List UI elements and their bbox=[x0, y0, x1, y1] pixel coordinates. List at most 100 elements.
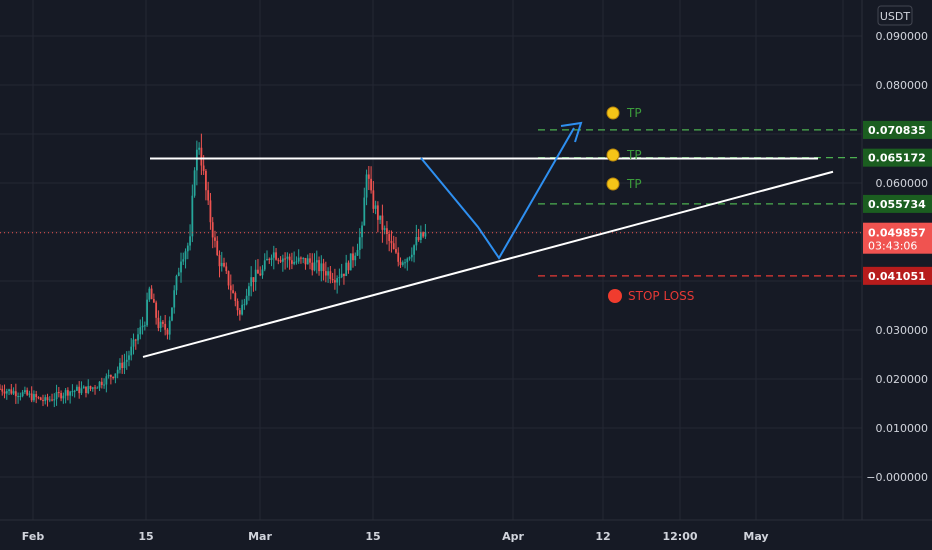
candle-body bbox=[87, 386, 90, 394]
candle-body bbox=[356, 249, 359, 256]
currency-label: USDT bbox=[880, 10, 911, 23]
candle-body bbox=[57, 392, 60, 394]
x-tick-label: May bbox=[743, 530, 768, 543]
money-bag-icon bbox=[606, 148, 620, 162]
candle-body bbox=[128, 355, 130, 360]
candle-body bbox=[171, 307, 173, 321]
candle-body bbox=[98, 381, 101, 388]
candle-body bbox=[168, 320, 171, 335]
candle-body bbox=[46, 397, 49, 401]
candle-body bbox=[69, 391, 72, 396]
candle-body bbox=[100, 381, 103, 386]
candle-body bbox=[406, 258, 409, 263]
candle-body bbox=[252, 277, 255, 283]
candle-body bbox=[349, 253, 352, 271]
candle-body bbox=[60, 393, 62, 399]
tp-label-1: TP bbox=[606, 106, 642, 120]
candle-body bbox=[270, 257, 273, 260]
candle-body bbox=[214, 237, 216, 241]
candle-body bbox=[347, 262, 350, 271]
stop-loss-label: STOP LOSS bbox=[608, 289, 694, 303]
candle-body bbox=[223, 262, 225, 267]
candle-body bbox=[232, 290, 234, 294]
candle-body bbox=[395, 249, 397, 253]
candle-body bbox=[345, 262, 348, 276]
candle-body bbox=[410, 254, 413, 258]
candles bbox=[0, 133, 427, 408]
candle-body bbox=[3, 391, 6, 394]
candle-body bbox=[200, 147, 203, 166]
candle-body bbox=[134, 339, 137, 341]
support-trendline[interactable] bbox=[142, 170, 834, 358]
projection-path[interactable] bbox=[420, 127, 575, 260]
candle-body bbox=[109, 375, 112, 377]
candle-body bbox=[5, 391, 8, 394]
x-tick-label: 12 bbox=[595, 530, 610, 543]
candle-body bbox=[343, 273, 345, 276]
candle-body bbox=[209, 200, 212, 223]
candle-body bbox=[141, 325, 144, 328]
candle-body bbox=[186, 245, 189, 252]
candle-body bbox=[173, 290, 176, 308]
money-bag-icon bbox=[606, 106, 620, 120]
candle-body bbox=[397, 252, 400, 262]
candle-body bbox=[48, 399, 51, 401]
candle-body bbox=[243, 304, 246, 306]
candle-body bbox=[315, 260, 318, 263]
candle-body bbox=[399, 261, 402, 265]
candle-body bbox=[175, 275, 178, 291]
candle-body bbox=[313, 262, 316, 271]
candle-body bbox=[35, 394, 38, 398]
candle-body bbox=[14, 391, 17, 397]
candle-body bbox=[17, 396, 20, 398]
candle-body bbox=[327, 271, 329, 276]
candle-body bbox=[413, 245, 415, 255]
candle-body bbox=[338, 277, 341, 279]
money-bag-icon bbox=[606, 177, 620, 191]
price-axis[interactable] bbox=[862, 0, 932, 520]
candle-body bbox=[103, 384, 105, 386]
candle-body bbox=[55, 392, 58, 400]
candle-body bbox=[404, 262, 406, 264]
candle-body bbox=[250, 277, 253, 287]
countdown-text: 03:43:06 bbox=[868, 240, 917, 253]
time-axis[interactable] bbox=[0, 520, 932, 550]
candle-body bbox=[198, 147, 201, 150]
candle-body bbox=[268, 258, 271, 260]
candle-body bbox=[150, 288, 153, 300]
candle-body bbox=[225, 266, 228, 272]
candle-body bbox=[80, 388, 83, 394]
currency-badge[interactable]: USDT bbox=[877, 5, 913, 26]
candle-body bbox=[42, 400, 44, 402]
tp-label-text: TP bbox=[626, 106, 642, 120]
candle-body bbox=[21, 392, 24, 396]
candle-body bbox=[53, 399, 56, 401]
candle-body bbox=[254, 269, 257, 283]
candle-body bbox=[358, 237, 361, 250]
candle-body bbox=[205, 170, 207, 191]
candle-body bbox=[370, 178, 372, 191]
candle-body bbox=[286, 256, 289, 259]
candle-body bbox=[166, 329, 169, 335]
y-tick-label: 0.060000 bbox=[876, 177, 929, 190]
x-tick-label: 12:00 bbox=[662, 530, 697, 543]
candle-body bbox=[189, 236, 191, 246]
candle-body bbox=[417, 236, 420, 240]
candle-body bbox=[290, 260, 293, 264]
candle-body bbox=[51, 399, 53, 401]
candle-body bbox=[78, 386, 81, 394]
candle-body bbox=[207, 190, 210, 201]
candle-body bbox=[12, 391, 15, 394]
x-tick-label: Apr bbox=[502, 530, 524, 543]
candle-body bbox=[8, 389, 10, 392]
candle-body bbox=[376, 205, 379, 220]
candle-body bbox=[191, 195, 194, 237]
candle-body bbox=[248, 286, 250, 296]
candle-body bbox=[293, 261, 296, 264]
candle-body bbox=[320, 263, 323, 272]
candle-body bbox=[329, 271, 332, 279]
candle-body bbox=[182, 259, 185, 262]
